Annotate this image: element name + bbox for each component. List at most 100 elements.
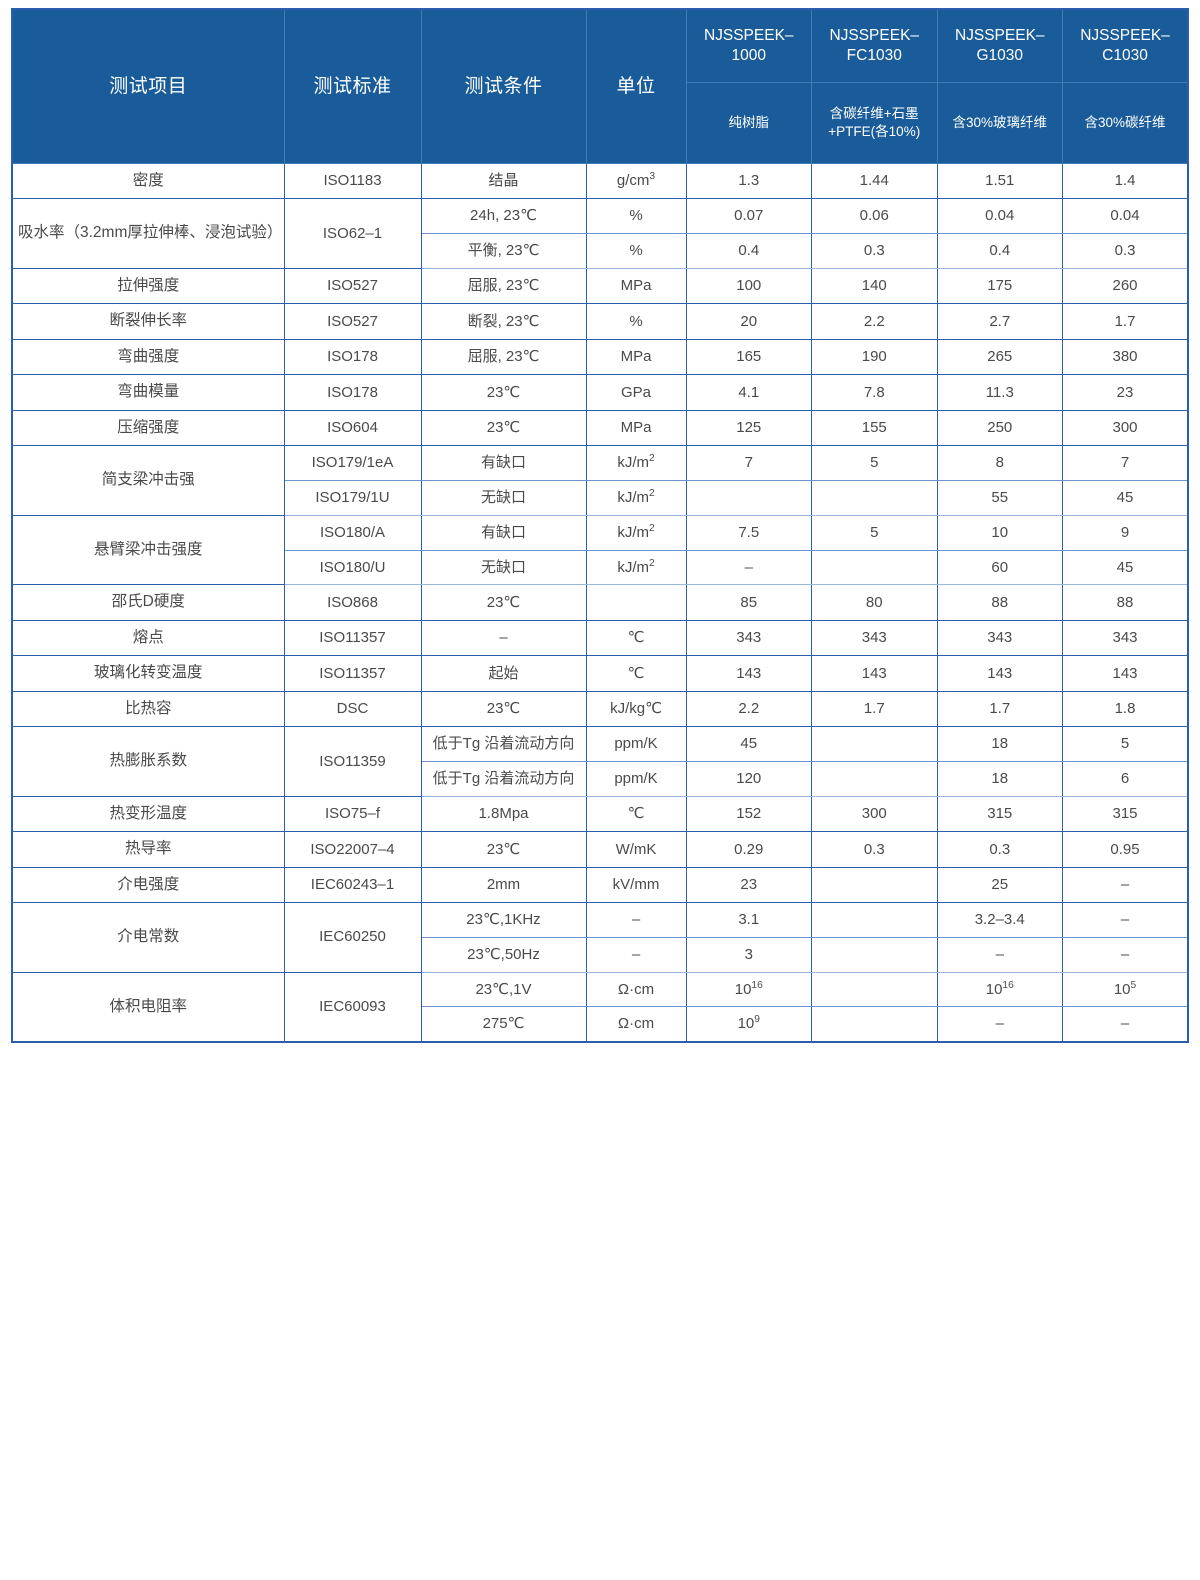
value-cell-fc1030: 140 (811, 267, 938, 305)
value-cell-g1030: 265 (936, 338, 1063, 376)
value-cell-fc1030: 143 (811, 655, 938, 692)
table-row: 275℃ Ω·cm 109 – – (12, 1006, 1189, 1043)
property-name-cell: 热膨胀系数 (11, 726, 285, 797)
test-standard-cell: ISO11357 (283, 619, 422, 657)
test-standard-cell: ISO180/A (283, 514, 422, 551)
value-cell-fc1030 (811, 866, 938, 904)
unit-cell: ppm/K (585, 760, 687, 797)
value-cell-1000: 7.5 (685, 514, 812, 551)
test-standard-cell: ISO527 (283, 303, 422, 340)
test-condition-cell: 1.8Mpa (420, 795, 587, 833)
value-cell-1000: 1.3 (685, 162, 812, 200)
value-cell-c1030: 315 (1062, 795, 1189, 833)
test-condition-cell: 2mm (420, 866, 587, 904)
value-cell-1000: – (685, 549, 812, 586)
value-cell-fc1030 (811, 726, 938, 762)
value-cell-c1030: 7 (1062, 445, 1189, 482)
property-name-cell: 体积电阻率 (11, 971, 285, 1043)
value-cell-g1030: 0.4 (936, 233, 1063, 269)
table-row: 断裂伸长率 ISO527 断裂, 23℃% 20 2.2 2.7 1.7 (11, 303, 1189, 340)
header-row-top: 测试项目 测试标准 测试条件 单位 NJSSPEEK–1000 NJSSPEEK… (11, 8, 1189, 164)
table-row: 体积电阻率 IEC60093 23℃,1V Ω·cm 1016 1016 105 (11, 971, 1189, 1043)
value-cell-c1030: 0.04 (1062, 198, 1189, 235)
value-cell-1000: 0.4 (685, 233, 812, 269)
value-cell-g1030: 55 (936, 480, 1063, 516)
value-cell-g1030: 60 (936, 549, 1063, 586)
test-standard-cell: ISO11359 (283, 726, 422, 797)
test-standard-cell: ISO180/U (283, 549, 422, 586)
test-condition-cell: 平衡, 23℃ (420, 233, 587, 269)
table-row: 简支梁冲击强 ISO179/1eA 有缺口 kJ/m2 7 5 8 7 (11, 445, 1189, 516)
value-cell-1000: 23 (685, 866, 812, 904)
value-cell-1000: 3.1 (685, 902, 812, 938)
test-condition-cell: 无缺口 (420, 549, 587, 586)
test-standard-cell: ISO179/1U (283, 480, 422, 516)
value-cell-1000 (685, 480, 812, 516)
test-standard-cell: IEC60250 (283, 902, 422, 973)
table-header: 测试项目 测试标准 测试条件 单位 NJSSPEEK–1000 NJSSPEEK… (11, 8, 1189, 164)
test-standard-cell: IEC60243–1 (283, 866, 422, 904)
property-name-cell: 断裂伸长率 (11, 303, 285, 340)
test-standard-cell: ISO178 (283, 338, 422, 376)
value-cell-g1030: – (936, 1006, 1063, 1043)
unit-cell: % (585, 198, 687, 235)
test-standard-cell: ISO604 (283, 409, 422, 447)
value-cell-g1030: 1.51 (936, 162, 1063, 200)
table-row: 弯曲模量 ISO178 23℃ GPa 4.1 7.8 11.3 23 (11, 374, 1189, 411)
value-cell-fc1030 (811, 1006, 938, 1043)
test-standard-cell: IEC60093 (283, 971, 422, 1043)
property-name-cell: 比热容 (11, 690, 285, 728)
property-name-cell: 拉伸强度 (11, 267, 285, 305)
value-cell-1000: 120 (685, 760, 812, 797)
value-cell-c1030: 260 (1062, 267, 1189, 305)
value-cell-fc1030: 190 (811, 338, 938, 376)
unit-cell: ℃ (585, 619, 687, 657)
value-cell-1000: 7 (685, 445, 812, 482)
property-name-cell: 介电常数 (11, 902, 285, 973)
value-cell-1000: 0.07 (685, 198, 812, 235)
value-cell-1000: 85 (685, 584, 812, 621)
unit-cell: kJ/m2 (585, 514, 687, 551)
table-row: 比热容 DSC 23℃ kJ/kg℃ 2.2 1.7 1.7 1.8 (11, 690, 1189, 728)
table-row: 热变形温度 ISO75–f 1.8Mpa ℃ 152 300 315 315 (11, 795, 1189, 833)
table-row: 邵氏D硬度 ISO868 23℃ 85 80 88 88 (11, 584, 1189, 621)
column-header-unit: 单位 (585, 8, 687, 164)
value-cell-c1030: 23 (1062, 374, 1189, 411)
header-row-descriptions: 纯树脂 含碳纤维+石墨+PTFE(各10%) 含30%玻璃纤维 含30%碳纤维 (12, 82, 1189, 164)
table-row: 熔点 ISO11357– ℃ 343 343 343 343 (11, 619, 1189, 657)
column-header-test-item: 测试项目 (11, 8, 285, 164)
column-header-grade-1000: NJSSPEEK–1000 (685, 8, 812, 83)
column-header-grade-g1030: NJSSPEEK–G1030 (936, 8, 1063, 83)
value-cell-g1030: 315 (936, 795, 1063, 833)
unit-cell: kJ/m2 (585, 445, 687, 482)
test-condition-cell: 23℃,50Hz (420, 936, 587, 973)
table-row: 介电常数 IEC60250 23℃,1KHz –3.1 3.2–3.4– (11, 902, 1189, 973)
value-cell-fc1030: 5 (811, 445, 938, 482)
property-name-cell: 热变形温度 (11, 795, 285, 833)
value-cell-c1030: 343 (1062, 619, 1189, 657)
test-condition-cell: 结晶 (420, 162, 587, 200)
value-cell-c1030: 0.95 (1062, 831, 1189, 868)
unit-cell: ℃ (585, 655, 687, 692)
value-cell-fc1030: 300 (811, 795, 938, 833)
value-cell-fc1030: 0.06 (811, 198, 938, 235)
value-cell-fc1030 (811, 480, 938, 516)
value-cell-g1030: 343 (936, 619, 1063, 657)
grade-description-g1030: 含30%玻璃纤维 (936, 82, 1063, 164)
unit-cell: ppm/K (585, 726, 687, 762)
value-cell-c1030: 0.3 (1062, 233, 1189, 269)
value-cell-fc1030: 0.3 (811, 233, 938, 269)
unit-cell: – (585, 936, 687, 973)
test-condition-cell: 23℃,1KHz (420, 902, 587, 938)
value-cell-c1030: – (1062, 866, 1189, 904)
test-standard-cell: ISO11357 (283, 655, 422, 692)
test-condition-cell: 低于Tg 沿着流动方向 (420, 760, 587, 797)
value-cell-g1030: 11.3 (936, 374, 1063, 411)
test-standard-cell: ISO178 (283, 374, 422, 411)
value-cell-1000: 100 (685, 267, 812, 305)
grade-description-c1030: 含30%碳纤维 (1062, 82, 1189, 164)
test-condition-cell: 23℃ (420, 584, 587, 621)
test-condition-cell: 23℃ (420, 690, 587, 728)
value-cell-g1030: 143 (936, 655, 1063, 692)
test-condition-cell: 24h, 23℃ (420, 198, 587, 235)
